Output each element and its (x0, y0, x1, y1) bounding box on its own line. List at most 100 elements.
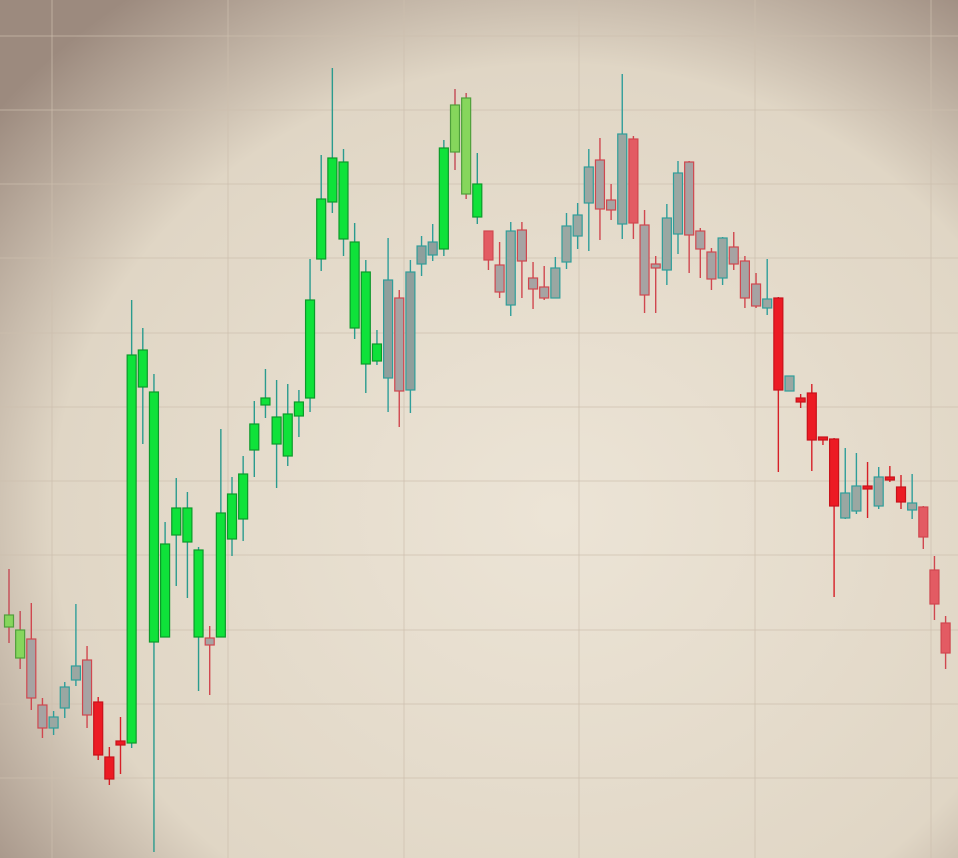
candle-body (271, 416, 282, 445)
candle-body (338, 161, 349, 240)
candle-body (81, 659, 93, 716)
candle (360, 260, 371, 393)
candle-body (48, 716, 59, 729)
candle-body (583, 166, 594, 204)
candle (907, 474, 918, 519)
candle-body (494, 264, 505, 293)
candle (59, 682, 70, 718)
candle-body (572, 214, 583, 237)
candle (427, 224, 438, 261)
candle (260, 369, 271, 418)
candle (48, 711, 59, 735)
candle (160, 522, 171, 638)
candle (115, 717, 126, 774)
candle-body (416, 245, 427, 265)
candle (884, 466, 895, 482)
candle-body (784, 375, 795, 392)
candle (394, 290, 405, 427)
candle-body (806, 392, 817, 441)
candle (137, 328, 148, 444)
candle-body (472, 183, 483, 218)
candle-body (349, 241, 360, 329)
candle (383, 238, 394, 412)
candle-body (316, 198, 327, 260)
candle-body (215, 512, 226, 638)
candle-body (851, 485, 862, 512)
candle (304, 259, 316, 412)
candle (193, 547, 204, 691)
candle-body (193, 549, 204, 638)
candle (873, 467, 884, 509)
candle (516, 222, 528, 298)
candle-body (739, 260, 751, 299)
candle (338, 149, 349, 256)
candle-body (617, 133, 628, 225)
candle-body (327, 157, 338, 203)
candle (684, 161, 695, 273)
candle-body (550, 267, 561, 299)
candle-body (873, 476, 884, 507)
candle (238, 456, 249, 541)
candles (3, 68, 951, 852)
candle (3, 569, 15, 643)
candle-body (695, 230, 706, 250)
candle-body (840, 492, 851, 519)
candle (628, 136, 639, 239)
candle (929, 556, 940, 620)
candle-body (940, 622, 951, 654)
candle-body (282, 413, 293, 457)
candle-body (104, 756, 115, 780)
candle-body (204, 637, 215, 646)
candle (204, 626, 215, 695)
candle-body (93, 701, 104, 756)
candle-body (304, 299, 316, 399)
candle-body (895, 486, 907, 503)
candle (539, 266, 550, 300)
candle (728, 232, 739, 270)
candle (104, 747, 115, 785)
candle-body (828, 438, 840, 507)
candle (505, 222, 516, 316)
candle (605, 184, 617, 220)
candle (461, 93, 472, 199)
candle (26, 603, 37, 710)
candle (148, 374, 160, 852)
candle-body (762, 298, 773, 309)
candle-body (516, 229, 528, 262)
candle (650, 256, 661, 313)
candle (851, 453, 862, 514)
candle-body (126, 354, 137, 744)
candle (327, 68, 338, 213)
candle (316, 155, 327, 271)
candle-body (394, 297, 405, 392)
candle (550, 257, 561, 299)
candle-body (427, 241, 438, 256)
candle-body (160, 543, 171, 638)
candle (750, 273, 762, 308)
candle-body (527, 277, 539, 290)
candle-body (438, 147, 449, 250)
candle (773, 297, 784, 472)
candle-body (907, 502, 918, 511)
candle-body (383, 279, 394, 379)
candle-body (483, 230, 494, 261)
candle (862, 462, 873, 518)
candle-body (539, 286, 550, 299)
candle-body (249, 423, 260, 451)
candle (494, 242, 505, 298)
candle (438, 140, 449, 256)
candle-body (684, 161, 695, 236)
candle-body (461, 97, 472, 195)
candle-body (605, 199, 617, 211)
candle (37, 698, 48, 738)
candle (182, 492, 193, 598)
candle-body (26, 638, 37, 699)
candle (271, 380, 282, 488)
candle-body (639, 224, 650, 296)
candle-body (628, 138, 639, 224)
candle-body (115, 740, 126, 746)
candle-body (728, 246, 739, 265)
candle (840, 448, 851, 519)
